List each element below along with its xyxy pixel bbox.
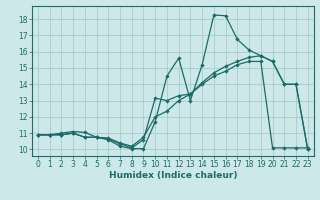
X-axis label: Humidex (Indice chaleur): Humidex (Indice chaleur): [108, 171, 237, 180]
